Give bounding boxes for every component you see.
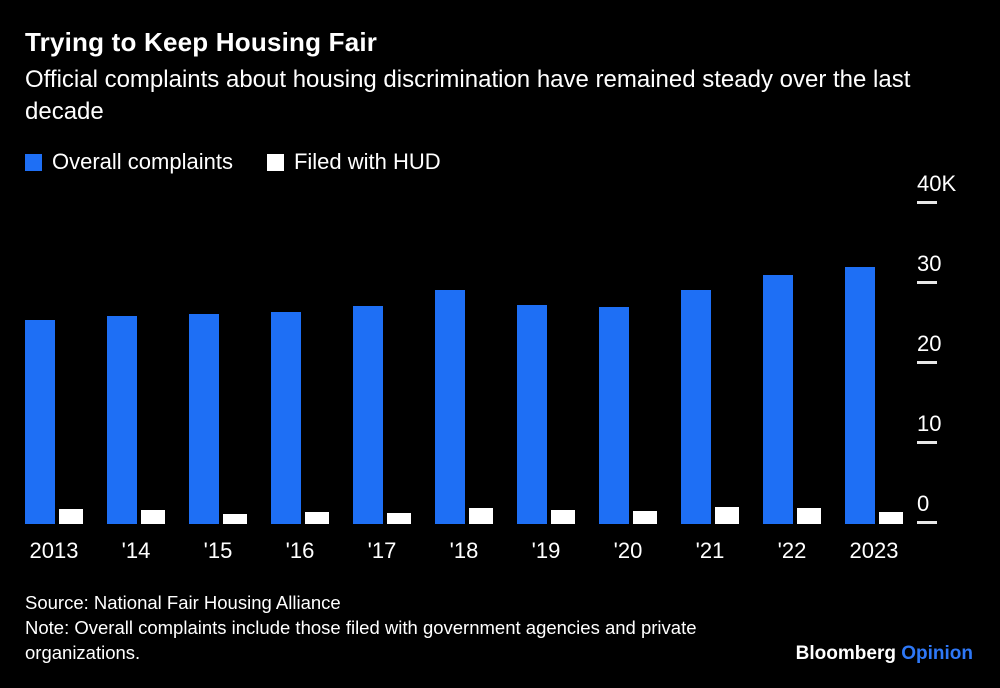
bar-group — [25, 204, 83, 524]
legend-swatch-icon — [25, 153, 42, 171]
bar-group — [189, 204, 247, 524]
bar-overall — [353, 306, 383, 524]
y-tick: 30 — [917, 252, 941, 284]
legend-item-1: Filed with HUD — [266, 149, 441, 175]
bar-hud — [469, 508, 493, 524]
legend-swatch-icon — [266, 153, 284, 171]
x-tick-label: '22 — [777, 538, 807, 563]
bar-overall — [25, 320, 55, 524]
chart-area: 40K 30 20 10 0 — [25, 172, 975, 524]
chart-legend: Overall complaints Filed with HUD — [25, 149, 975, 175]
x-tick-label: '15 — [203, 538, 233, 563]
bar-group — [845, 204, 903, 524]
chart-subtitle: Official complaints about housing discri… — [25, 66, 911, 125]
bar-overall — [107, 316, 137, 524]
bar-hud — [305, 512, 329, 524]
x-tick-label: '19 — [531, 538, 561, 563]
bar-overall — [189, 314, 219, 524]
bar-group — [763, 204, 821, 524]
y-tick: 0 — [917, 492, 937, 524]
bar-group — [107, 204, 165, 524]
bar-hud — [633, 511, 657, 524]
y-tick-dash — [917, 521, 937, 524]
x-tick-label: '16 — [285, 538, 315, 563]
bar-hud — [551, 509, 575, 524]
y-tick-dash — [917, 201, 937, 204]
bar-hud — [879, 512, 903, 524]
bar-hud — [387, 512, 411, 524]
y-tick-label: 30 — [917, 251, 942, 276]
x-tick-label: '20 — [613, 538, 643, 563]
y-tick-dash — [917, 441, 937, 444]
x-tick-label: '18 — [449, 538, 479, 563]
bar-group — [435, 204, 493, 524]
y-tick: 40K — [917, 172, 956, 204]
bar-hud — [797, 508, 821, 524]
x-tick-label: 2013 — [29, 538, 79, 563]
bar-group — [353, 204, 411, 524]
y-tick-dash — [917, 361, 937, 364]
y-tick-label: 10 — [917, 411, 942, 436]
y-tick-label: 20 — [917, 331, 942, 356]
y-tick: 20 — [917, 332, 941, 364]
bar-overall — [271, 312, 301, 524]
x-tick-label: '14 — [121, 538, 151, 563]
x-tick-label: '21 — [695, 538, 725, 563]
bar-hud — [223, 513, 247, 524]
y-axis: 40K 30 20 10 0 — [903, 172, 975, 524]
brand-bloomberg: Bloomberg — [795, 643, 896, 664]
bar-overall — [681, 289, 711, 524]
bar-overall — [763, 275, 793, 524]
bar-overall — [845, 267, 875, 524]
bar-group — [599, 204, 657, 524]
x-axis-labels: 2013 '14 '15 '16 '17 '18 '19 '20 '21 '22 2023 — [25, 538, 903, 564]
bar-group — [681, 204, 739, 524]
y-tick-dash — [917, 281, 937, 284]
bar-overall — [517, 304, 547, 524]
chart-title: Trying to Keep Housing Fair — [25, 27, 378, 57]
y-tick-label: 40K — [917, 171, 957, 196]
y-tick: 10 — [917, 412, 941, 444]
bar-group — [517, 204, 575, 524]
x-tick-label: '17 — [367, 538, 397, 563]
legend-label: Overall complaints — [52, 149, 233, 174]
y-tick-label: 0 — [917, 491, 930, 516]
footer-text: Source: National Fair Housing Alliance N… — [25, 590, 785, 665]
source-line: Source: National Fair Housing Alliance — [25, 592, 341, 613]
bar-hud — [715, 507, 739, 524]
bar-overall — [599, 307, 629, 524]
note-line: Note: Overall complaints include those f… — [25, 617, 697, 663]
brand-opinion: Opinion — [901, 643, 973, 664]
chart-footer: Source: National Fair Housing Alliance N… — [25, 590, 975, 665]
legend-item-0: Overall complaints — [25, 149, 233, 175]
bar-overall — [435, 289, 465, 524]
legend-label: Filed with HUD — [293, 149, 441, 174]
bar-hud — [59, 508, 83, 524]
plot-area — [25, 204, 903, 524]
brand-logo: Bloomberg Opinion — [796, 643, 975, 665]
bar-hud — [141, 509, 165, 524]
x-tick-label: 2023 — [849, 538, 899, 563]
bar-group — [271, 204, 329, 524]
